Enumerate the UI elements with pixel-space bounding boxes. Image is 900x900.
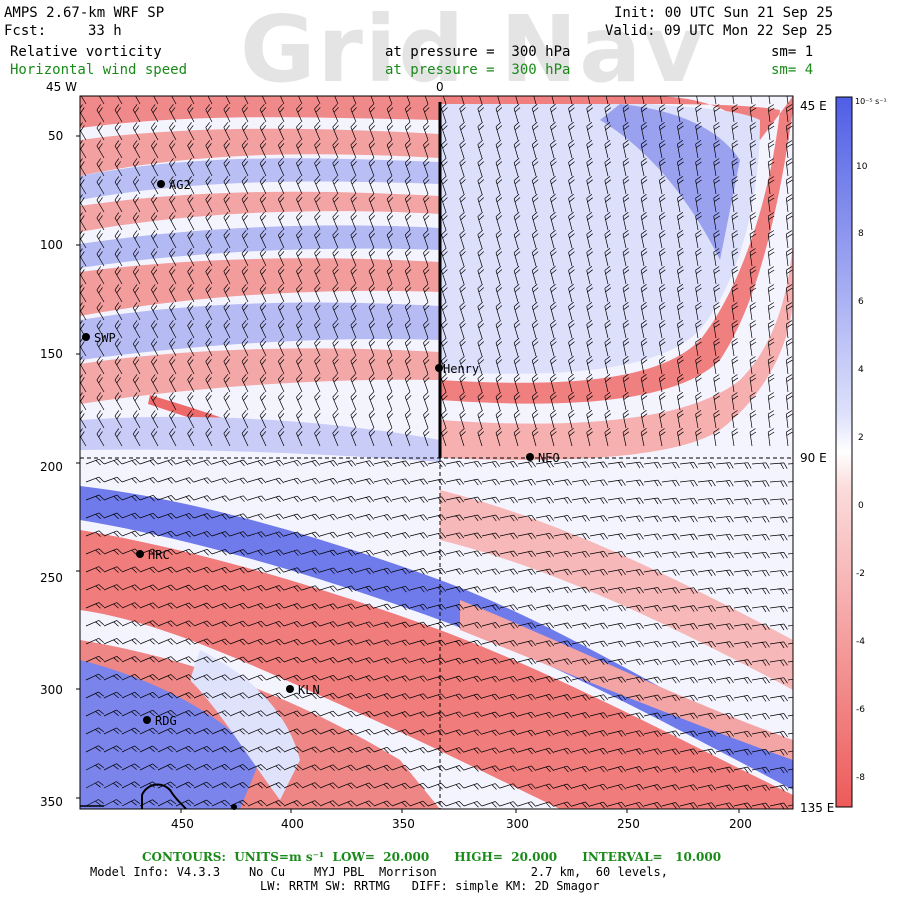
station-label: RDG (155, 714, 177, 728)
right-label-135e: 135 E (800, 801, 834, 815)
stations: AG2 SWP Henry NEO HRC KLN RDG (82, 178, 560, 810)
y-tick-label: 100 (40, 238, 63, 252)
station-hrc[interactable]: HRC (136, 548, 170, 562)
station-label: HRC (148, 548, 170, 562)
colorbar-scale (835, 96, 853, 808)
field2-name: Horizontal wind speed (10, 62, 188, 78)
map-frame (79, 95, 794, 810)
field1-name: Relative vorticity (10, 44, 162, 60)
field2-smoothing: sm= 4 (771, 62, 814, 78)
model-title: AMPS 2.67-km WRF SP (4, 5, 165, 21)
colorbar: 10⁻⁵ s⁻¹ 10 8 6 4 2 0 -2 -4 -6 -8 (835, 96, 887, 808)
station-henry[interactable]: Henry (435, 362, 479, 376)
colorbar-unit: 10⁻⁵ s⁻¹ (855, 97, 887, 106)
station-ag2[interactable]: AG2 (157, 178, 191, 192)
vorticity-field (80, 96, 793, 809)
y-axis: 50 100 150 200 250 300 350 (40, 129, 80, 809)
station-rdg[interactable]: RDG (143, 714, 177, 728)
y-tick-label: 300 (40, 683, 63, 697)
forecast-value: 33 h (88, 23, 122, 39)
init-time: Init: 00 UTC Sun 21 Sep 25 (614, 5, 834, 21)
station-label: AG2 (169, 178, 191, 192)
station-marker (231, 804, 237, 810)
x-axis: 450 400 350 300 250 200 (171, 809, 752, 831)
station-label: KLN (298, 683, 320, 697)
valid-time: Valid: 09 UTC Mon 22 Sep 25 (605, 23, 833, 39)
right-label-90e: 90 E (800, 451, 827, 465)
y-tick-label: 50 (48, 129, 63, 143)
colorbar-label: 4 (858, 365, 864, 375)
colorbar-label: -2 (856, 569, 865, 579)
wind-barbs (80, 96, 793, 809)
station-neo[interactable]: NEO (526, 451, 560, 465)
y-tick-label: 350 (40, 795, 63, 809)
colorbar-label: 8 (858, 229, 864, 239)
colorbar-label: -6 (856, 705, 865, 715)
top-label-45w: 45 W (46, 80, 77, 94)
x-tick-label: 400 (281, 817, 304, 831)
colorbar-label: -4 (856, 637, 865, 647)
station-label: NEO (538, 451, 560, 465)
x-tick-label: 200 (729, 817, 752, 831)
y-tick-label: 250 (40, 571, 63, 585)
top-label-0: 0 (436, 80, 444, 94)
y-tick-label: 150 (40, 347, 63, 361)
colorbar-label: 6 (858, 297, 864, 307)
colorbar-label: 0 (858, 501, 864, 511)
right-label-45e: 45 E (800, 99, 827, 113)
colorbar-label: -8 (856, 773, 865, 783)
station-kln[interactable]: KLN (286, 683, 320, 697)
x-tick-label: 250 (617, 817, 640, 831)
y-tick-label: 200 (40, 460, 63, 474)
contours-info: CONTOURS: UNITS=m s⁻¹ LOW= 20.000 HIGH= … (142, 850, 722, 864)
x-tick-label: 350 (392, 817, 415, 831)
field2-pressure: at pressure = 300 hPa (385, 62, 571, 78)
field1-smoothing: sm= 1 (771, 44, 814, 60)
station-swp[interactable]: SWP (82, 331, 116, 345)
model-info: Model Info: V4.3.3 No Cu MYJ PBL Morriso… (90, 865, 668, 879)
gridnav-watermark: Grid Nav (240, 0, 706, 103)
forecast-label: Fcst: (4, 23, 47, 39)
station-label: SWP (94, 331, 116, 345)
wind-barb-set (80, 96, 793, 809)
model-info-physics: LW: RRTM SW: RRTMG DIFF: simple KM: 2D S… (260, 879, 600, 893)
x-tick-label: 450 (171, 817, 194, 831)
colorbar-label: 10 (856, 162, 868, 172)
x-tick-label: 300 (506, 817, 529, 831)
field1-pressure: at pressure = 300 hPa (385, 44, 571, 60)
colorbar-label: 2 (858, 433, 864, 443)
station-label: Henry (443, 362, 479, 376)
